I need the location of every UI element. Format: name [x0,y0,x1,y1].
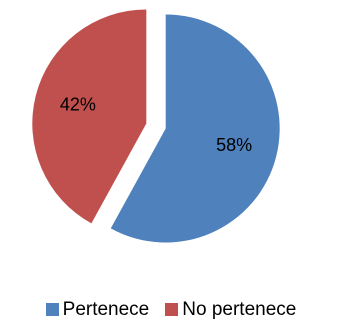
pie-slice-pertenece [110,14,280,243]
legend-label-pertenece: Pertenece [62,298,150,320]
legend-item-no-pertenece: No pertenece [165,300,296,319]
legend: Pertenece No pertenece [0,296,342,322]
pie-labels: 58% 42% [60,95,252,155]
legend-swatch-no-pertenece [165,302,179,316]
legend-label-no-pertenece: No pertenece [182,298,297,320]
pie-slice-no-pertenece [32,9,147,224]
legend-swatch-pertenece [45,302,59,316]
data-label-no-pertenece: 42% [60,95,96,115]
data-label-pertenece: 58% [216,135,252,155]
legend-item-pertenece: Pertenece [45,298,150,320]
pie-slices [32,9,280,243]
